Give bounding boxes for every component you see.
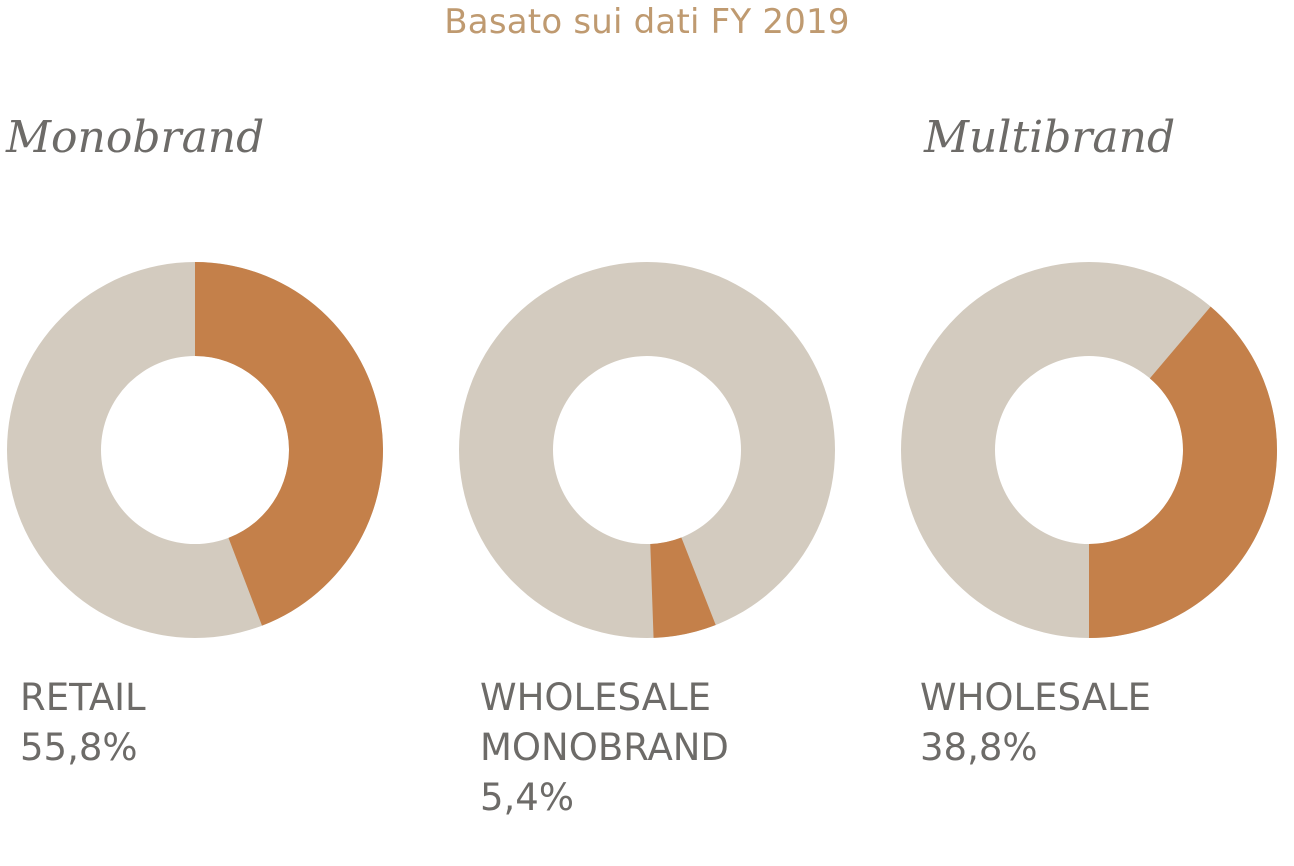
group-label-multibrand: Multibrand [924,112,1176,163]
chart-subtitle: Basato sui dati FY 2019 [444,2,850,42]
caption-retail: RETAIL 55,8% [20,673,146,773]
caption-label-line: RETAIL [20,676,146,719]
donut-highlight-segment [195,262,383,626]
caption-wholesale-multibrand: WHOLESALE 38,8% [920,673,1151,773]
group-label-monobrand: Monobrand [6,112,265,163]
caption-label-line: WHOLESALE [480,676,711,719]
donut-highlight-segment [1089,306,1277,638]
caption-wholesale-monobrand: WHOLESALE MONOBRAND 5,4% [480,673,729,823]
caption-value: 5,4% [480,776,574,819]
donut-rest-segment [459,262,835,638]
donut-retail [7,262,383,638]
caption-value: 55,8% [20,726,138,769]
donut-wholesale-monobrand [459,262,835,638]
donut-wholesale-multibrand [901,262,1277,638]
caption-label-line: WHOLESALE [920,676,1151,719]
caption-value: 38,8% [920,726,1038,769]
donut-highlight-segment [650,537,716,638]
caption-label-line: MONOBRAND [480,726,729,769]
